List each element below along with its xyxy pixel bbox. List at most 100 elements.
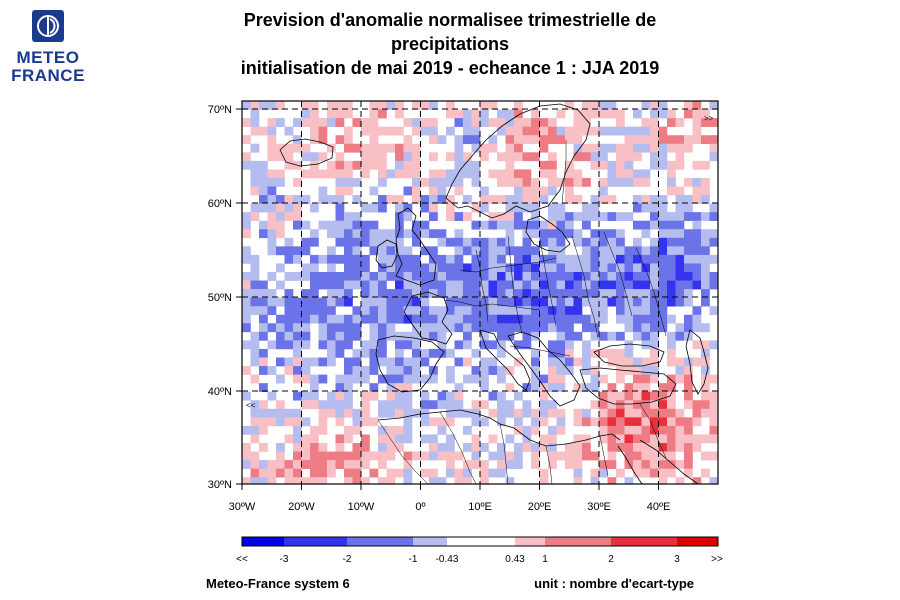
anomaly-cell: [437, 237, 447, 247]
anomaly-cell: [684, 135, 693, 145]
anomaly-cell: [650, 212, 659, 221]
svg-text:>>: >>: [704, 114, 714, 123]
anomaly-cell: [386, 323, 396, 333]
anomaly-cell: [369, 101, 379, 110]
anomaly-cell: [590, 160, 600, 170]
anomaly-cell: [318, 254, 328, 264]
anomaly-cell: [616, 143, 625, 153]
anomaly-cell: [650, 280, 659, 290]
anomaly-cell: [675, 160, 685, 170]
anomaly-cell: [624, 246, 634, 256]
anomaly-cell: [412, 280, 421, 290]
anomaly-cell: [480, 306, 489, 316]
anomaly-cell: [641, 340, 651, 350]
anomaly-cell: [403, 306, 413, 316]
anomaly-cell: [420, 263, 430, 273]
anomaly-cell: [267, 229, 277, 239]
anomaly-cell: [412, 314, 421, 324]
anomaly-cell: [709, 391, 718, 401]
anomaly-cell: [420, 331, 430, 341]
anomaly-cell: [403, 366, 413, 375]
anomaly-cell: [556, 212, 566, 221]
anomaly-cell: [497, 289, 506, 298]
anomaly-cell: [531, 254, 540, 264]
italy-coast: [479, 329, 531, 391]
anomaly-cell: [242, 272, 251, 281]
anomaly-cell: [395, 357, 404, 367]
anomaly-cell: [539, 272, 549, 281]
anomaly-cell: [616, 331, 625, 341]
anomaly-cell: [335, 348, 345, 358]
anomaly-cell: [658, 297, 668, 307]
anomaly-cell: [480, 477, 489, 484]
anomaly-cell: [701, 280, 710, 290]
anomaly-cell: [463, 246, 472, 256]
anomaly-cell: [667, 425, 676, 435]
anomaly-cell: [667, 289, 676, 298]
anomaly-cell: [692, 272, 702, 281]
anomaly-cell: [624, 160, 634, 170]
anomaly-cell: [675, 152, 685, 162]
anomaly-cell: [395, 126, 404, 136]
anomaly-cell: [361, 143, 370, 153]
anomaly-cell: [539, 229, 549, 239]
anomaly-cell: [514, 289, 523, 298]
anomaly-cell: [454, 468, 464, 478]
anomaly-cell: [658, 195, 668, 204]
anomaly-cell: [301, 272, 311, 281]
anomaly-cell: [412, 289, 421, 298]
anomaly-cell: [429, 118, 438, 127]
lat-tick-label: 70ºN: [208, 104, 232, 116]
anomaly-cell: [250, 212, 260, 221]
anomaly-cell: [395, 143, 404, 153]
anomaly-cell: [582, 246, 591, 256]
anomaly-cell: [327, 391, 336, 401]
anomaly-cell: [310, 237, 319, 247]
anomaly-cell: [480, 254, 489, 264]
anomaly-cell: [497, 468, 506, 478]
anomaly-cell: [590, 331, 600, 341]
anomaly-cell: [531, 203, 540, 213]
anomaly-cell: [386, 366, 396, 375]
anomaly-cell: [514, 443, 523, 452]
anomaly-cell: [480, 374, 489, 384]
anomaly-cell: [616, 263, 625, 273]
anomaly-cell: [505, 460, 515, 469]
anomaly-cell: [344, 451, 353, 461]
anomaly-cell: [369, 391, 379, 401]
colorbar: << -3 -2 -1 -0.43 0.43 1 2 3 >>: [236, 536, 723, 565]
anomaly-cell: [395, 237, 404, 247]
anomaly-cell: [573, 254, 583, 264]
anomaly-cell: [369, 306, 379, 316]
anomaly-cell: [488, 340, 498, 350]
colorbar-label: 3: [674, 554, 680, 565]
anomaly-cell: [250, 143, 260, 153]
anomaly-cell: [344, 272, 353, 281]
anomaly-cell: [454, 314, 464, 324]
anomaly-cell: [650, 314, 659, 324]
anomaly-cell: [650, 254, 659, 264]
anomaly-cell: [565, 297, 574, 307]
anomaly-cell: [310, 468, 319, 478]
anomaly-cell: [420, 451, 430, 461]
anomaly-cell: [344, 374, 353, 384]
anomaly-cell: [539, 400, 549, 410]
anomaly-cell: [463, 160, 472, 170]
anomaly-cell: [497, 152, 506, 162]
anomaly-cell: [514, 417, 523, 427]
anomaly-cell: [556, 220, 566, 230]
anomaly-cell: [616, 126, 625, 136]
anomaly-cell: [692, 408, 702, 418]
anomaly-cell: [250, 254, 260, 264]
anomaly-cell: [658, 272, 668, 281]
anomaly-cell: [497, 306, 506, 316]
anomaly-cell: [522, 237, 532, 247]
anomaly-cell: [650, 391, 659, 401]
anomaly-cell: [488, 391, 498, 401]
anomaly-cell: [352, 237, 362, 247]
anomaly-cell: [607, 160, 617, 170]
anomaly-cell: [573, 272, 583, 281]
anomaly-cell: [497, 314, 506, 324]
anomaly-cell: [293, 314, 302, 324]
anomaly-cell: [463, 118, 472, 127]
